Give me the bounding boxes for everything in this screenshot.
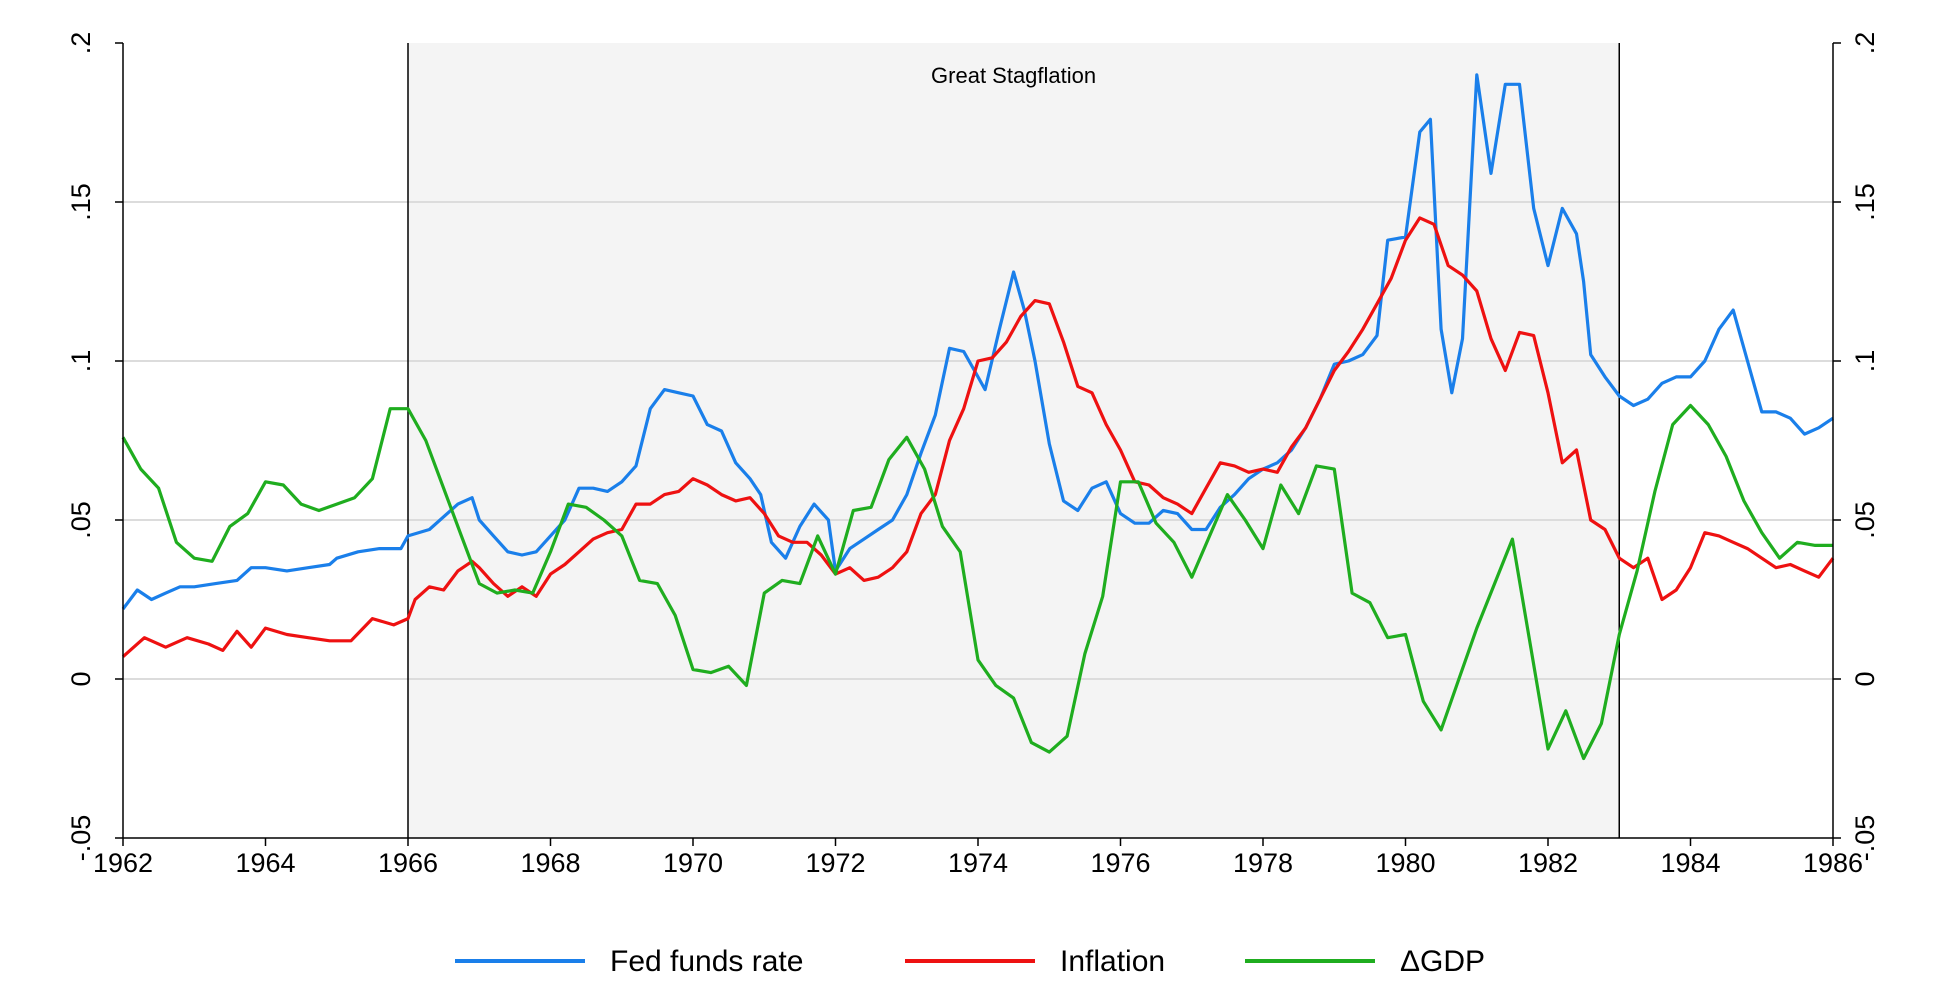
x-tick-label: 1974: [948, 848, 1008, 878]
y-tick-label-right: 0: [1850, 671, 1880, 686]
x-tick-label: 1986: [1803, 848, 1863, 878]
y-tick-label-left: .15: [66, 183, 96, 221]
x-tick-label: 1966: [378, 848, 438, 878]
plot-area: 1962 1964 1966 1968 1970 1972 1974 1976 1978 1980…: [66, 32, 1880, 878]
x-tick-label: 1982: [1518, 848, 1578, 878]
series-line-2: [121, 403, 1833, 761]
x-tick-label: 1970: [663, 848, 723, 878]
y-tick-label-right: .15: [1850, 183, 1880, 221]
y-tick-label-right: .2: [1850, 32, 1880, 55]
x-tick-label: 1972: [805, 848, 865, 878]
legend-label-0: Fed funds rate: [610, 945, 803, 978]
x-tick-label: 1968: [520, 848, 580, 878]
series-line-1: [121, 216, 1835, 658]
y-tick-label-left: -.05: [66, 815, 96, 862]
x-tick-label: 1976: [1090, 848, 1150, 878]
chart-labels: Great Stagflation: [931, 63, 1096, 88]
legend: Fed funds rate Inflation ΔGDP: [455, 945, 1485, 978]
y-tick-label-left: .05: [66, 501, 96, 539]
y-tick-label-right: -.05: [1850, 815, 1880, 862]
annotation-label: Great Stagflation: [931, 63, 1096, 88]
x-tick-label: 1984: [1660, 848, 1720, 878]
y-tick-label-left: .2: [66, 32, 96, 55]
x-tick-label: 1964: [235, 848, 295, 878]
x-tick-label: 1962: [93, 848, 153, 878]
y-tick-label-right: .1: [1850, 350, 1880, 373]
series-line-0: [121, 73, 1834, 610]
y-tick-label-left: .1: [66, 350, 96, 373]
x-tick-label: 1978: [1233, 848, 1293, 878]
legend-label-1: Inflation: [1060, 945, 1165, 978]
y-tick-label-left: 0: [66, 671, 96, 686]
shaded-region: [408, 43, 1620, 838]
legend-label-2: ΔGDP: [1400, 945, 1485, 978]
y-tick-label-right: .05: [1850, 501, 1880, 539]
x-tick-label: 1980: [1375, 848, 1435, 878]
